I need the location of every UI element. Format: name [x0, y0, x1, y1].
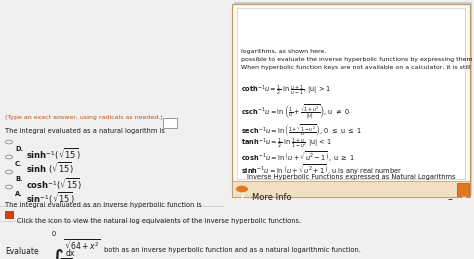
Text: $\sqrt{64+x^2}$: $\sqrt{64+x^2}$: [64, 238, 101, 253]
FancyBboxPatch shape: [237, 8, 465, 179]
Text: both as an inverse hyperbolic function and as a natural logarithmic function.: both as an inverse hyperbolic function a…: [104, 247, 361, 253]
Text: –: –: [448, 194, 453, 204]
Text: i: i: [240, 193, 244, 202]
Text: (Type an exact answer, using radicals as needed.): (Type an exact answer, using radicals as…: [5, 115, 163, 120]
Text: $8\sqrt{15}$: $8\sqrt{15}$: [52, 256, 73, 259]
Text: 0: 0: [52, 231, 56, 237]
Text: $\mathbf{csch}^{-1}u = \ln\left(\frac{1}{u}+\frac{\sqrt{1+u^2}}{|u|}\right)$, u : $\mathbf{csch}^{-1}u = \ln\left(\frac{1}…: [241, 103, 350, 121]
FancyBboxPatch shape: [232, 4, 470, 197]
Text: When hyperbolic function keys are not available on a calculator, it is still: When hyperbolic function keys are not av…: [241, 65, 471, 70]
Text: More Info: More Info: [252, 193, 292, 202]
Text: The integral evaluated as an inverse hyperbolic function is: The integral evaluated as an inverse hyp…: [5, 202, 202, 208]
Text: dx: dx: [66, 249, 75, 258]
FancyBboxPatch shape: [457, 183, 469, 196]
Text: $\mathbf{tanh}^{-1}u = \frac{1}{2}$ ln $\frac{1+u}{1-u}$, |u| < 1: $\mathbf{tanh}^{-1}u = \frac{1}{2}$ ln $…: [241, 137, 332, 151]
Text: $\int$: $\int$: [49, 247, 64, 259]
Text: $\mathbf{coth}^{-1}u = \frac{1}{2}$ ln $\frac{u+1}{u-1}$, |u| > 1: $\mathbf{coth}^{-1}u = \frac{1}{2}$ ln $…: [241, 84, 331, 98]
Text: $\mathbf{cosh}^{-1}(\sqrt{15})$: $\mathbf{cosh}^{-1}(\sqrt{15})$: [26, 176, 82, 191]
Text: Inverse Hyperbolic Functions expressed as Natural Logarithms: Inverse Hyperbolic Functions expressed a…: [247, 174, 455, 180]
Text: $\mathbf{sinh}\ (\sqrt{15})$: $\mathbf{sinh}\ (\sqrt{15})$: [26, 161, 74, 176]
Text: $\mathbf{sinh}^{-1}(\sqrt{15})$: $\mathbf{sinh}^{-1}(\sqrt{15})$: [26, 146, 81, 162]
FancyBboxPatch shape: [234, 2, 472, 195]
Text: Click the icon to view the natural log equivalents of the inverse hyperbolic fun: Click the icon to view the natural log e…: [17, 218, 301, 224]
Text: C.: C.: [15, 161, 22, 167]
Text: ✕: ✕: [460, 194, 466, 203]
FancyBboxPatch shape: [232, 181, 470, 197]
Circle shape: [236, 186, 248, 192]
Text: A.: A.: [15, 191, 23, 197]
Text: D.: D.: [15, 146, 23, 152]
FancyBboxPatch shape: [5, 211, 14, 219]
Text: B.: B.: [15, 176, 22, 182]
FancyBboxPatch shape: [163, 118, 177, 128]
Text: $\mathbf{sech}^{-1}u = \ln\left(\frac{1+\sqrt{1-u^2}}{u}\right)$, 0 $\leq$ u $\l: $\mathbf{sech}^{-1}u = \ln\left(\frac{1+…: [241, 122, 362, 138]
Text: $\mathbf{sin}^{-1}(\sqrt{15})$: $\mathbf{sin}^{-1}(\sqrt{15})$: [26, 191, 74, 206]
Text: Evaluate: Evaluate: [5, 247, 38, 256]
Text: $\mathbf{cosh}^{-1}u = \ln\left(u+\sqrt{u^2-1}\right)$, u $\geq$ 1: $\mathbf{cosh}^{-1}u = \ln\left(u+\sqrt{…: [241, 150, 355, 164]
Text: logarithms, as shown here.: logarithms, as shown here.: [241, 49, 327, 54]
Text: possible to evaluate the inverse hyperbolic functions by expressing them as: possible to evaluate the inverse hyperbo…: [241, 57, 474, 62]
Text: The integral evaluated as a natural logarithm is: The integral evaluated as a natural loga…: [5, 128, 165, 134]
Text: $\mathbf{sinh}^{-1}u = \ln\left(u+\sqrt{u^2+1}\right)$, u is any real number: $\mathbf{sinh}^{-1}u = \ln\left(u+\sqrt{…: [241, 163, 402, 177]
